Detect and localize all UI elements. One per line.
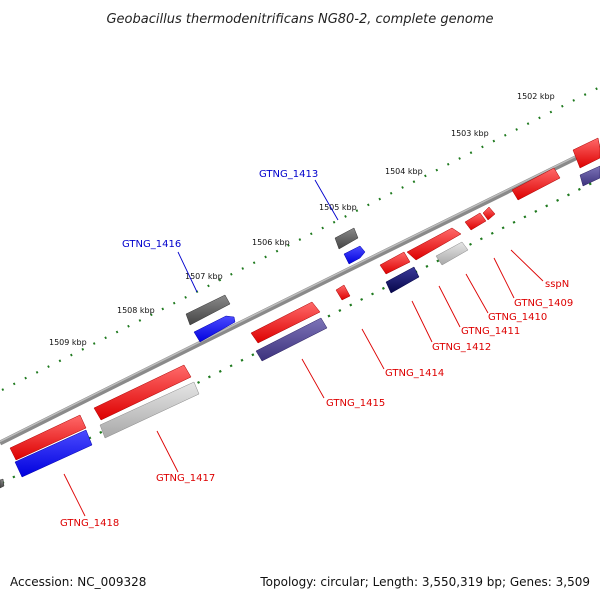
gene-gtng-1412[interactable] [379,251,411,275]
kbp-label-1506: 1506 kbp [252,238,290,247]
label-gtng-1413[interactable]: GTNG_1413 [259,169,318,180]
gene-gtng-1416-b[interactable] [193,315,236,343]
gene-gtng-1413-b[interactable] [343,245,366,265]
map-title: Geobacillus thermodenitrificans NG80-2, … [106,12,493,27]
kbp-label-1507: 1507 kbp [185,272,223,281]
label-gtng-1412[interactable]: GTNG_1412 [432,342,491,353]
connector-sspN [510,249,544,282]
label-gtng-1418[interactable]: GTNG_1418 [60,518,119,529]
genome-backbone [0,143,600,446]
gene-right-red-top[interactable] [572,137,600,169]
accession-text: Accession: NC_009328 [10,575,146,589]
gene-left-edge-gray[interactable] [0,478,5,489]
connector-gtng-1413 [314,179,339,221]
gene-gtng-1414[interactable] [335,284,351,301]
label-gtng-1409[interactable]: GTNG_1409 [514,298,573,309]
connector-gtng-1416 [177,251,198,293]
gene-gtng-1418-red[interactable] [9,414,87,461]
label-gtng-1416[interactable]: GTNG_1416 [122,239,181,250]
kbp-label-1504: 1504 kbp [385,167,423,176]
topology-text: Topology: circular; Length: 3,550,319 bp… [259,575,590,589]
kbp-label-1502: 1502 kbp [517,92,555,101]
connector-gtng-1414 [361,328,385,370]
inner-tick-arc [1,179,599,484]
gene-gtng-1415[interactable] [255,317,328,362]
connector-gtng-1411 [438,285,461,328]
gene-gtng-1417[interactable] [99,381,200,439]
connector-gtng-1410 [465,273,489,314]
outer-tick-arc [1,87,599,391]
kbp-label-1505: 1505 kbp [319,203,357,212]
kbp-label-1509: 1509 kbp [49,338,87,347]
gene-sspN[interactable] [482,206,496,221]
gene-gtng-1417-red[interactable] [93,364,192,421]
connector-gtng-1412 [411,300,433,343]
kbp-label-1508: 1508 kbp [117,306,155,315]
label-gtng-1410[interactable]: GTNG_1410 [488,312,547,323]
gene-gtng-1409[interactable] [511,167,561,201]
gene-gtng-1412-b[interactable] [385,266,420,294]
gene-gtng-1411-b[interactable] [435,241,469,266]
label-gtng-1415[interactable]: GTNG_1415 [326,398,385,409]
kbp-label-1503: 1503 kbp [451,129,489,138]
connector-gtng-1415 [301,358,325,399]
gene-gtng-1413[interactable] [334,227,359,250]
label-sspN[interactable]: sspN [545,279,569,290]
label-gtng-1411[interactable]: GTNG_1411 [461,326,520,337]
gene-gtng-1416[interactable] [185,294,231,326]
gene-gtng-1418[interactable] [14,429,93,478]
gene-right-slate[interactable] [579,165,600,187]
gene-gtng-1411[interactable] [406,227,462,261]
gene-gtng-1415-red[interactable] [250,301,321,344]
gene-gtng-1410[interactable] [464,212,487,231]
label-gtng-1417[interactable]: GTNG_1417 [156,473,215,484]
connector-gtng-1417 [156,430,179,473]
label-gtng-1414[interactable]: GTNG_1414 [385,368,444,379]
connector-gtng-1409 [493,257,515,299]
connector-gtng-1418 [63,473,86,517]
